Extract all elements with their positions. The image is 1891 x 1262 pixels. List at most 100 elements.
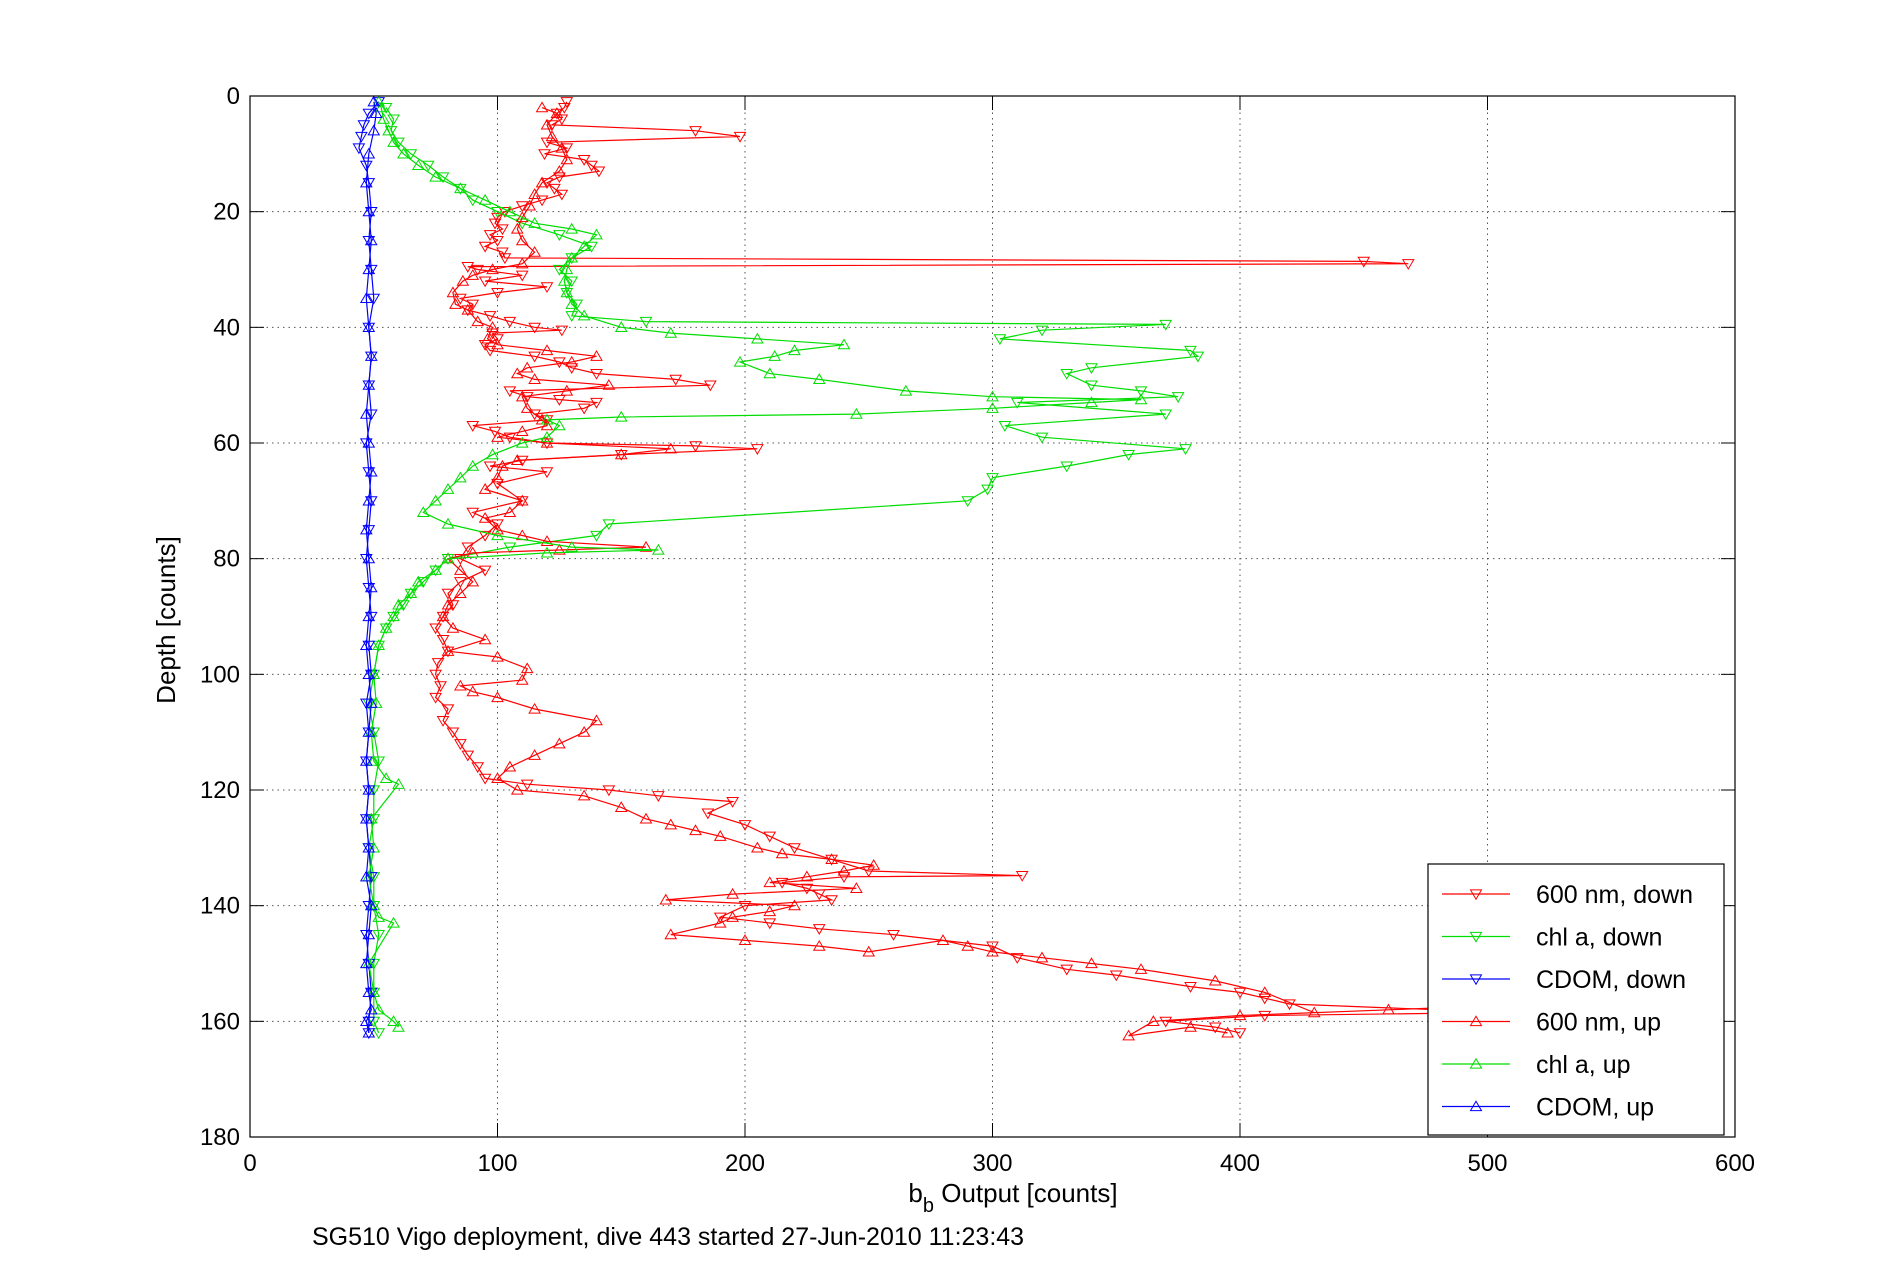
data-point xyxy=(429,623,442,635)
data-point xyxy=(491,338,504,350)
data-point xyxy=(1307,1006,1321,1018)
data-point xyxy=(639,316,653,328)
data-point xyxy=(614,410,628,422)
data-point xyxy=(528,373,541,385)
data-point xyxy=(1134,393,1148,405)
data-point xyxy=(1122,449,1136,461)
data-point xyxy=(456,274,470,286)
data-point xyxy=(510,367,524,379)
data-point xyxy=(362,378,376,390)
data-point xyxy=(364,350,378,361)
data-point xyxy=(550,107,564,118)
data-point xyxy=(540,282,554,294)
legend-item: CDOM, down xyxy=(1442,966,1686,994)
data-point xyxy=(466,195,480,207)
data-point xyxy=(503,760,517,772)
data-point xyxy=(565,222,579,234)
data-point xyxy=(491,772,504,784)
data-point xyxy=(369,107,383,118)
legend-swatch-marker xyxy=(1469,974,1483,986)
data-point xyxy=(553,264,566,276)
data-point xyxy=(486,321,499,332)
data-point xyxy=(379,621,393,633)
data-point xyxy=(352,143,366,155)
data-point xyxy=(726,911,739,922)
data-point xyxy=(510,783,524,795)
data-point xyxy=(664,928,678,940)
legend-item: 600 nm, up xyxy=(1442,1009,1661,1037)
data-point xyxy=(379,623,393,635)
data-point xyxy=(362,436,376,448)
data-point xyxy=(374,101,388,113)
data-point xyxy=(763,367,777,379)
data-point xyxy=(590,714,603,726)
data-point xyxy=(565,363,579,375)
data-point xyxy=(652,791,665,802)
data-point xyxy=(496,459,509,471)
data-point xyxy=(1258,993,1272,1005)
data-point xyxy=(466,459,480,471)
data-point xyxy=(535,195,549,207)
data-point xyxy=(498,253,512,265)
data-point xyxy=(986,945,999,957)
data-point xyxy=(936,934,950,945)
data-point xyxy=(867,858,881,870)
data-point xyxy=(713,916,727,928)
data-point xyxy=(1159,319,1173,331)
data-point xyxy=(800,870,814,882)
data-point xyxy=(577,154,591,166)
data-point xyxy=(387,114,400,126)
data-point xyxy=(491,207,504,218)
data-point xyxy=(540,535,554,546)
data-point xyxy=(553,737,566,749)
data-point xyxy=(540,118,554,130)
data-point xyxy=(577,309,591,321)
data-point xyxy=(441,588,455,600)
data-point xyxy=(887,929,900,941)
data-point xyxy=(1035,951,1049,963)
data-point xyxy=(775,847,789,859)
data-point xyxy=(540,546,554,558)
data-point xyxy=(362,610,376,622)
data-point xyxy=(1134,963,1148,974)
data-point xyxy=(1233,987,1247,999)
data-point xyxy=(387,916,400,928)
data-point xyxy=(429,565,442,577)
data-point xyxy=(577,403,591,415)
data-point xyxy=(359,957,373,969)
data-point xyxy=(763,831,777,843)
data-point xyxy=(1015,870,1029,882)
data-point xyxy=(461,303,475,315)
data-point xyxy=(1010,953,1024,964)
data-point xyxy=(540,467,554,479)
data-point xyxy=(577,789,591,801)
data-point xyxy=(372,640,386,652)
data-point xyxy=(454,577,467,589)
data-point xyxy=(664,818,678,830)
data-point xyxy=(372,1003,386,1015)
data-point xyxy=(812,924,826,936)
data-point xyxy=(446,286,460,298)
data-point xyxy=(515,673,529,685)
data-point xyxy=(614,448,628,460)
data-point xyxy=(570,299,584,311)
data-point xyxy=(362,725,376,737)
data-point xyxy=(486,448,499,460)
data-point xyxy=(454,587,467,598)
data-point xyxy=(812,373,826,385)
data-point xyxy=(364,1003,378,1015)
legend-label: 600 nm, up xyxy=(1536,1009,1661,1037)
data-point xyxy=(520,361,534,373)
data-point xyxy=(528,217,541,228)
data-point xyxy=(359,1015,373,1026)
data-point xyxy=(538,149,551,161)
data-point xyxy=(483,311,497,322)
data-point xyxy=(553,395,566,406)
data-point xyxy=(1159,1016,1173,1028)
legend-item: CDOM, up xyxy=(1442,1094,1654,1122)
legend-label: CDOM, down xyxy=(1536,966,1686,994)
data-point xyxy=(961,496,975,508)
data-point xyxy=(738,901,752,912)
data-point xyxy=(1382,1003,1395,1015)
data-point xyxy=(639,812,653,824)
